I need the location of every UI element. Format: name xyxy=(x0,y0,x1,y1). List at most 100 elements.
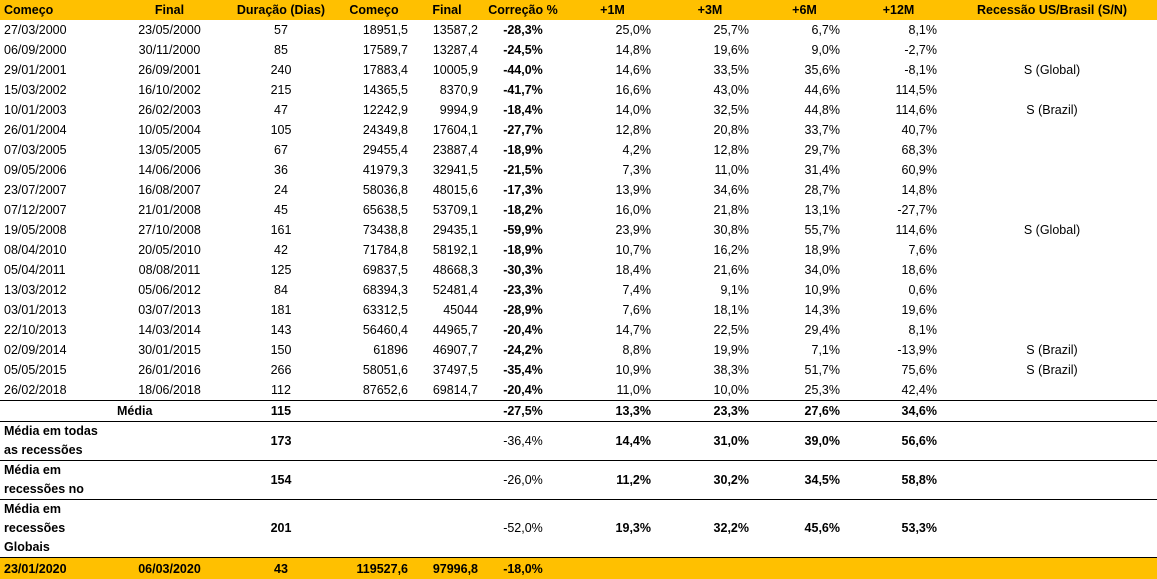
cell-empty xyxy=(947,461,1157,500)
cell-final-valor: 69814,7 xyxy=(412,380,482,401)
cell-final-data: 13/05/2005 xyxy=(113,140,226,160)
cell-comeco-data: 09/05/2006 xyxy=(0,160,113,180)
media-12m: 34,6% xyxy=(850,401,947,422)
cell-final-data: 26/02/2003 xyxy=(113,100,226,120)
cell-comeco-valor: 71784,8 xyxy=(336,240,412,260)
cell-recessao xyxy=(947,160,1157,180)
cell-correcao: -18,2% xyxy=(482,200,564,220)
cell-1m: 14,8% xyxy=(564,40,661,60)
cell-6m: 14,3% xyxy=(759,300,850,320)
cell-duracao: 24 xyxy=(226,180,336,200)
summary-6m: 45,6% xyxy=(759,500,850,558)
cell-comeco-valor: 65638,5 xyxy=(336,200,412,220)
cell-correcao: -24,2% xyxy=(482,340,564,360)
cell-6m: 9,0% xyxy=(759,40,850,60)
cell-1m: 16,0% xyxy=(564,200,661,220)
summary-3m: 30,2% xyxy=(661,461,759,500)
cell-correcao: -21,5% xyxy=(482,160,564,180)
cell-12m: 0,6% xyxy=(850,280,947,300)
cell-comeco-data: 07/12/2007 xyxy=(0,200,113,220)
cell-1m: 7,3% xyxy=(564,160,661,180)
cell-correcao: -20,4% xyxy=(482,320,564,340)
cell-recessao: S (Global) xyxy=(947,60,1157,80)
cell-1m: 14,0% xyxy=(564,100,661,120)
cell-correcao: -17,3% xyxy=(482,180,564,200)
cell-6m: 34,0% xyxy=(759,260,850,280)
cell-comeco-valor: 29455,4 xyxy=(336,140,412,160)
cell-final-valor: 44965,7 xyxy=(412,320,482,340)
cell-1m: 7,6% xyxy=(564,300,661,320)
media-label: Média xyxy=(113,401,226,422)
cell-3m: 10,0% xyxy=(661,380,759,401)
cell-1m: 10,7% xyxy=(564,240,661,260)
cell-duracao: 47 xyxy=(226,100,336,120)
cell-empty xyxy=(947,401,1157,422)
cell-duracao: 215 xyxy=(226,80,336,100)
cell-recessao: S (Global) xyxy=(947,220,1157,240)
cell-recessao xyxy=(947,320,1157,340)
cell-comeco-valor: 12242,9 xyxy=(336,100,412,120)
cell-3m: 19,9% xyxy=(661,340,759,360)
cell-1m: 11,0% xyxy=(564,380,661,401)
cell-correcao: -18,9% xyxy=(482,240,564,260)
cell-empty xyxy=(0,401,113,422)
cell-comeco-valor: 68394,3 xyxy=(336,280,412,300)
cell-final-valor: 17604,1 xyxy=(412,120,482,140)
cell-recessao xyxy=(947,200,1157,220)
cell-3m: 30,8% xyxy=(661,220,759,240)
cell-comeco-valor: 14365,5 xyxy=(336,80,412,100)
cell-empty xyxy=(412,401,482,422)
cell-1m: 16,6% xyxy=(564,80,661,100)
cell-final-data: 03/07/2013 xyxy=(113,300,226,320)
cell-comeco-valor: 58036,8 xyxy=(336,180,412,200)
current-final-data: 06/03/2020 xyxy=(113,558,226,579)
header-cell-6m: +6M xyxy=(759,0,850,20)
cell-3m: 9,1% xyxy=(661,280,759,300)
cell-comeco-data: 08/04/2010 xyxy=(0,240,113,260)
cell-1m: 14,7% xyxy=(564,320,661,340)
cell-final-data: 30/11/2000 xyxy=(113,40,226,60)
cell-duracao: 57 xyxy=(226,20,336,40)
cell-duracao: 143 xyxy=(226,320,336,340)
header-cell-duracao: Duração (Dias) xyxy=(226,0,336,20)
summary-label: Média em todas as recessões xyxy=(0,422,113,461)
cell-3m: 19,6% xyxy=(661,40,759,60)
cell-3m: 43,0% xyxy=(661,80,759,100)
cell-comeco-data: 07/03/2005 xyxy=(0,140,113,160)
cell-12m: 8,1% xyxy=(850,320,947,340)
cell-final-valor: 46907,7 xyxy=(412,340,482,360)
cell-comeco-valor: 63312,5 xyxy=(336,300,412,320)
cell-final-valor: 52481,4 xyxy=(412,280,482,300)
cell-final-valor: 58192,1 xyxy=(412,240,482,260)
cell-6m: 13,1% xyxy=(759,200,850,220)
cell-6m: 44,6% xyxy=(759,80,850,100)
cell-duracao: 84 xyxy=(226,280,336,300)
cell-comeco-data: 06/09/2000 xyxy=(0,40,113,60)
cell-comeco-data: 27/03/2000 xyxy=(0,20,113,40)
cell-correcao: -30,3% xyxy=(482,260,564,280)
cell-comeco-valor: 69837,5 xyxy=(336,260,412,280)
cell-empty xyxy=(661,558,759,579)
summary-duracao: 201 xyxy=(226,500,336,558)
cell-final-valor: 53709,1 xyxy=(412,200,482,220)
cell-empty xyxy=(336,401,412,422)
cell-correcao: -35,4% xyxy=(482,360,564,380)
cell-12m: -8,1% xyxy=(850,60,947,80)
cell-final-data: 10/05/2004 xyxy=(113,120,226,140)
cell-final-data: 26/09/2001 xyxy=(113,60,226,80)
cell-empty xyxy=(412,500,482,558)
cell-final-data: 20/05/2010 xyxy=(113,240,226,260)
cell-12m: 19,6% xyxy=(850,300,947,320)
cell-6m: 25,3% xyxy=(759,380,850,401)
